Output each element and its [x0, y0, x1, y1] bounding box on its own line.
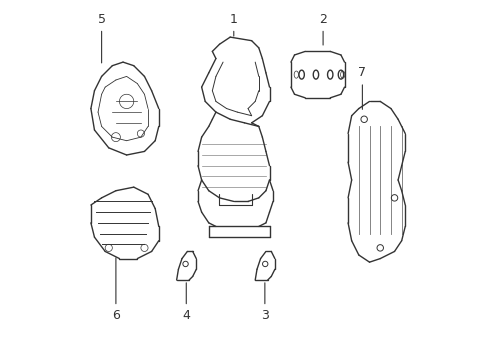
Text: 6: 6: [112, 258, 120, 322]
Text: 3: 3: [261, 283, 268, 322]
Text: 1: 1: [229, 13, 237, 36]
Text: 7: 7: [358, 66, 366, 109]
Text: 4: 4: [182, 283, 190, 322]
Text: 5: 5: [98, 13, 105, 63]
Text: 2: 2: [319, 13, 326, 45]
